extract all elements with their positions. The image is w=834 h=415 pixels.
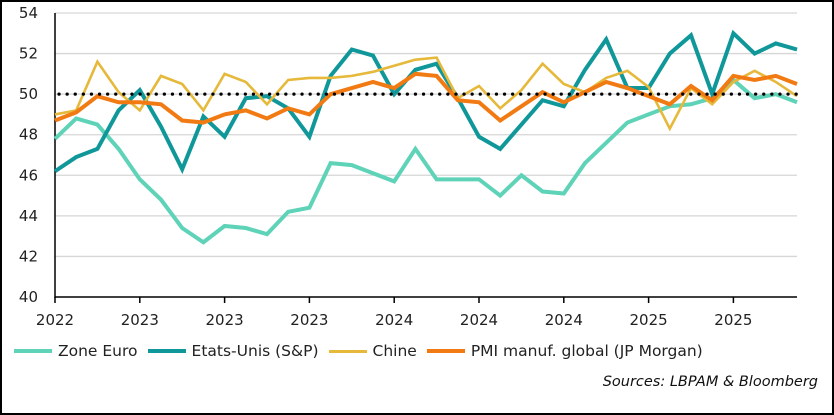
x-tick-label: 2025 (714, 311, 752, 329)
legend-item-zone-euro: Zone Euro (14, 342, 138, 360)
y-tick-label: 46 (19, 166, 38, 184)
x-tick-label: 2023 (290, 311, 328, 329)
series-line-etats-unis-s-p- (53, 29, 798, 175)
legend-swatch (328, 349, 367, 353)
legend-label: Chine (372, 342, 417, 360)
x-tick-label: 2024 (545, 311, 583, 329)
x-tick-label: 2022 (36, 311, 74, 329)
y-tick-label: 48 (19, 126, 38, 144)
source-note: Sources: LBPAM & Bloomberg (602, 374, 818, 390)
x-tick-label: 2024 (460, 311, 498, 329)
y-tick-label: 44 (19, 207, 38, 225)
legend-label: Zone Euro (58, 342, 138, 360)
series-line-zone-euro (53, 77, 798, 245)
y-tick-label: 40 (19, 288, 38, 306)
legend-item-pmi-global: PMI manuf. global (JP Morgan) (426, 342, 703, 360)
legend-item-chine: Chine (328, 342, 417, 360)
x-tick-label: 2024 (375, 311, 413, 329)
line-chart: 40 42 44 46 48 50 52 54 2022 2023 2023 2023 2024 2024… (19, 4, 799, 329)
legend-label: PMI manuf. global (JP Morgan) (470, 342, 703, 360)
series-line-pmi-manuf-global-jp-morgan- (54, 71, 798, 125)
x-tick-label: 2023 (206, 311, 244, 329)
y-tick-label: 52 (19, 45, 38, 63)
legend-swatch (14, 349, 52, 353)
y-tick-label: 54 (19, 4, 38, 22)
legend-swatch (147, 349, 186, 353)
x-tick-label: 2025 (630, 311, 668, 329)
legend-swatch (426, 349, 465, 353)
y-tick-label: 42 (19, 247, 38, 265)
y-tick-label: 50 (19, 85, 38, 103)
legend: Zone Euro Etats-Unis (S&P) Chine PMI man… (14, 342, 713, 360)
x-tick-label: 2023 (121, 311, 159, 329)
legend-item-etats-unis: Etats-Unis (S&P) (147, 342, 319, 360)
legend-label: Etats-Unis (S&P) (191, 342, 319, 360)
series-line-chine (54, 56, 798, 132)
